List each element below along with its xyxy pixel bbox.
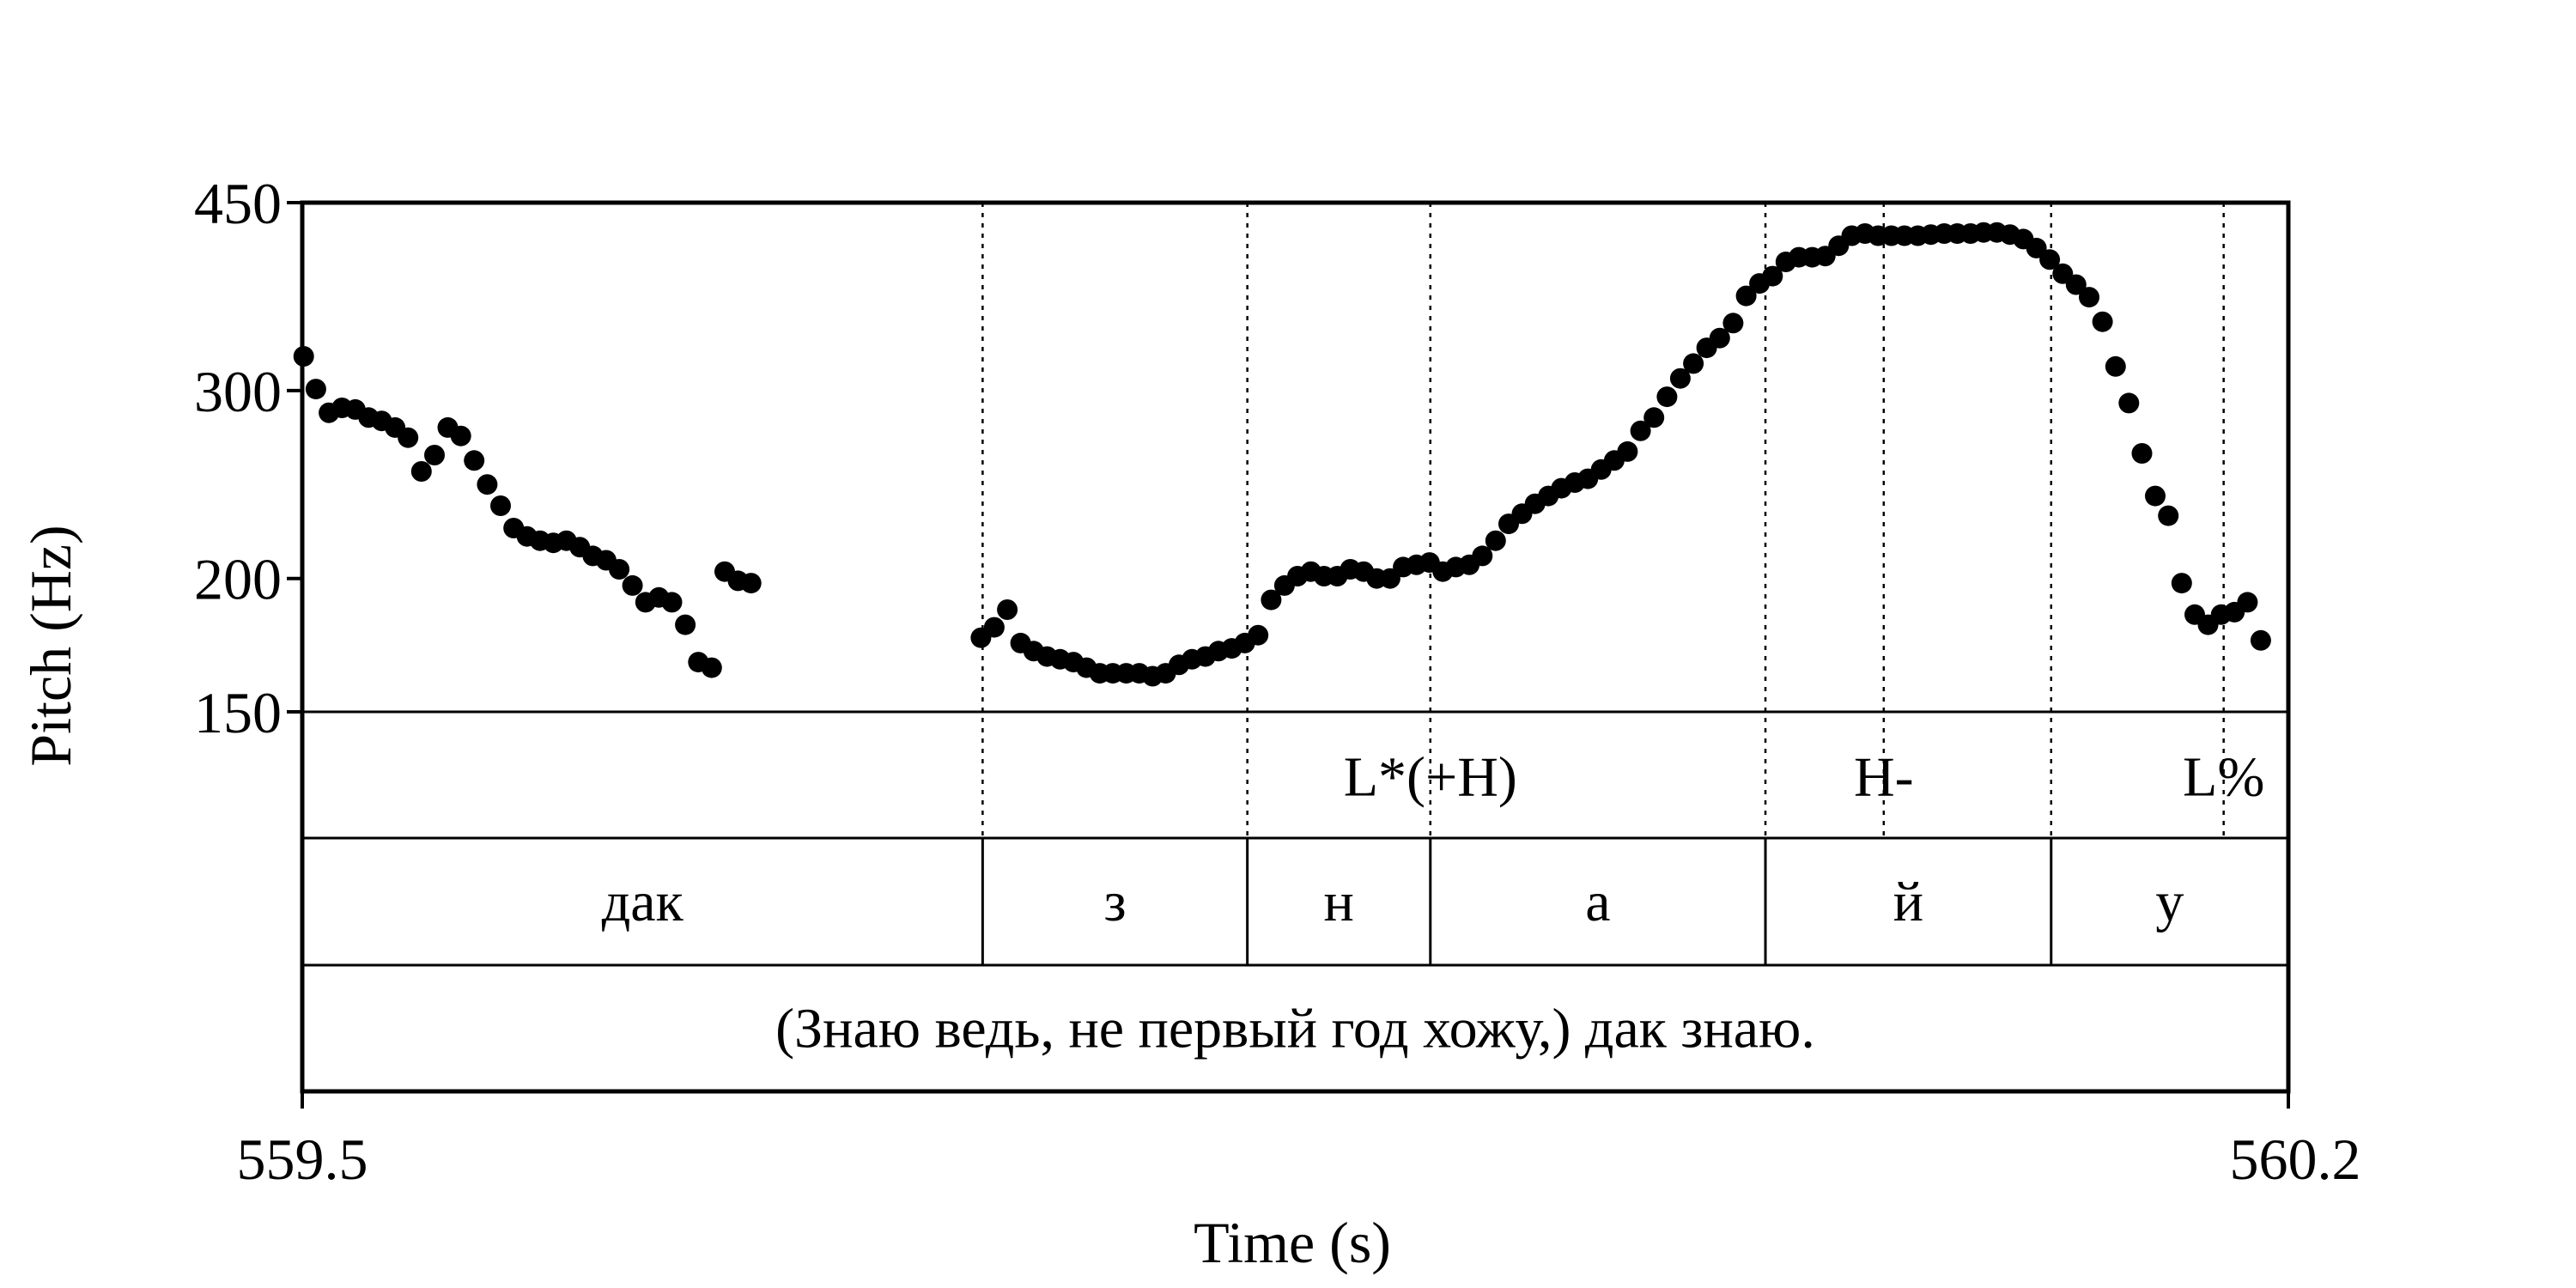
tone-label: H- [1854,746,1914,809]
segment-label: а [1585,871,1610,933]
y-axis-ticks: 450 300 200 150 [194,171,2290,1109]
x-axis-title: Time (s) [1194,1210,1391,1275]
pitch-point [609,559,630,580]
x-tick-label-min: 559.5 [237,1127,368,1192]
y-axis-title: Pitch (Hz) [18,525,83,766]
pitch-point [410,461,432,482]
pitch-point [2118,392,2140,414]
tone-label: L% [2183,746,2264,809]
pitch-point [2026,237,2047,258]
pitch-point [1669,368,1691,389]
pitch-point [450,425,471,447]
segment-label: у [2155,871,2184,933]
x-tick-label-max: 560.2 [2230,1127,2361,1192]
pitch-point [1709,327,1730,349]
pitch-point [701,657,722,678]
pitch-point [1248,624,1269,646]
pitch-point [490,495,511,516]
segment-label: дак [602,871,684,933]
pitch-point [2250,629,2271,651]
pitch-point [1722,313,1744,334]
pitch-point [2158,505,2179,526]
segment-label: з [1103,871,1126,933]
tone-label: L*(+H) [1344,746,1517,809]
y-tick-label: 450 [194,171,282,236]
pitch-point [1472,545,1493,567]
pitch-point [2237,592,2258,613]
pitch-point [2065,274,2087,295]
pitch-point [2145,485,2166,507]
pitch-point [661,592,683,613]
pitch-point [1735,285,1757,307]
y-tick-label: 300 [194,359,282,424]
pitch-point [1762,265,1783,287]
pitch-point [2131,443,2153,464]
pitch-point [740,573,762,594]
pitch-point [305,379,326,400]
segment-label: н [1324,871,1354,933]
tone-tier: L*(+H) H- L% [1344,746,2265,809]
boundary-lines [981,203,2225,965]
pitch-point [1683,353,1704,374]
pitch-point [2039,249,2061,270]
tier-lines [302,710,2288,967]
y-tick-label: 200 [194,547,282,612]
pitch-point [2105,355,2126,377]
pitch-point [1485,530,1506,551]
segment-label: й [1893,871,1923,933]
plot-border [300,200,2291,1094]
pitch-point [1656,386,1678,408]
pitch-point [2092,311,2113,332]
pitch-points [293,222,2271,687]
pitch-point [293,346,314,367]
pitch-point [477,474,498,495]
pitch-point [1261,589,1282,611]
pitch-point [1643,407,1665,428]
pitch-point [997,599,1018,620]
pitch-point [424,445,445,465]
pitch-point [675,614,696,635]
sentence-label: (Знаю ведь, не первый год хожу,) дак зна… [775,998,1815,1060]
segment-tier: дак з н а й у [602,871,2184,933]
pitch-point [398,427,419,448]
pitch-point [1617,440,1638,462]
y-tick-label: 150 [194,680,282,745]
pitch-point [1630,420,1651,441]
pitch-point [983,617,1005,638]
pitch-point [464,450,485,471]
pitch-point [622,574,643,596]
pitch-point [2079,287,2099,308]
plot-frame [300,200,2291,1094]
pitch-point [2171,573,2192,594]
